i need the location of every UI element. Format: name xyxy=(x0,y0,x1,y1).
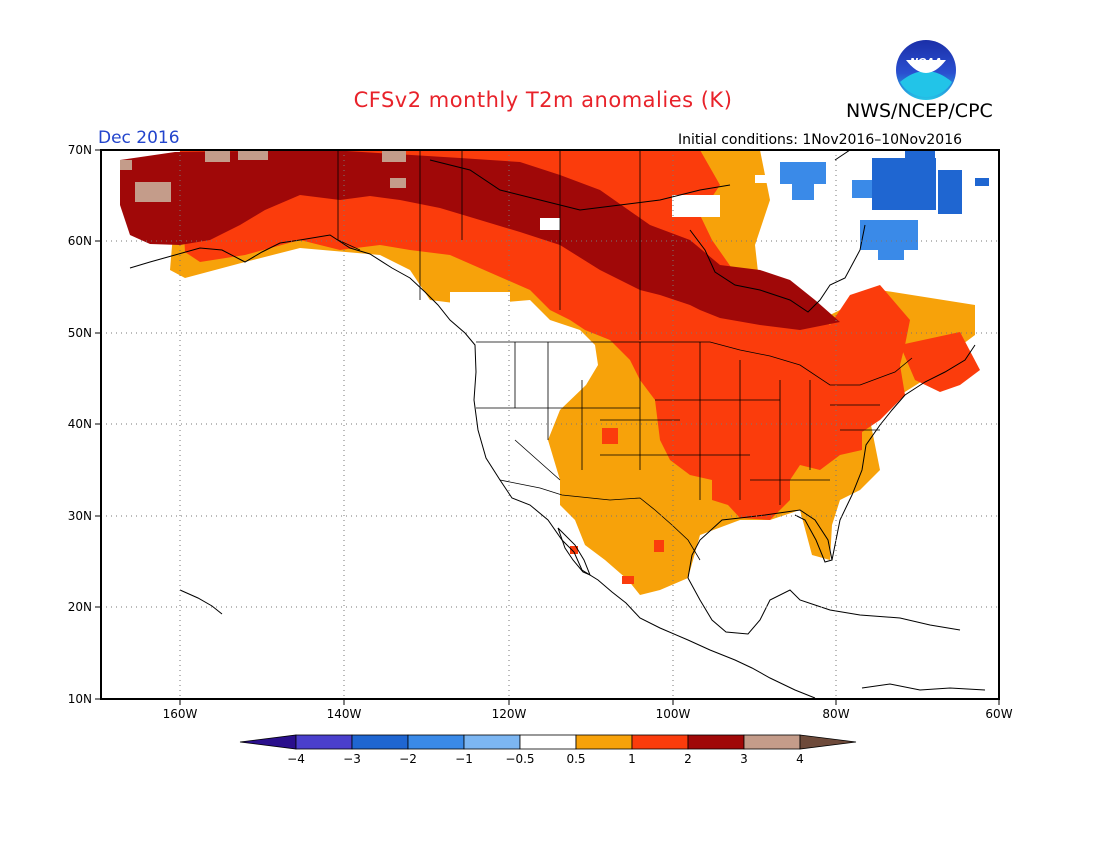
colorbar: −4 −3 −2 −1 −0.5 0.5 1 2 3 4 xyxy=(239,734,857,766)
political-borders xyxy=(337,150,913,561)
colorbar-segment xyxy=(519,734,577,750)
lat-label: 20N xyxy=(68,600,92,614)
lat-label: 40N xyxy=(68,417,92,431)
colorbar-segment xyxy=(295,734,353,750)
colorbar-label: −2 xyxy=(399,752,417,766)
forecast-month: Dec 2016 xyxy=(98,128,180,148)
colorbar-segment xyxy=(239,734,297,750)
colorbar-segment xyxy=(575,734,633,750)
anomaly-cells-warm xyxy=(570,428,664,584)
agency-label: NWS/NCEP/CPC xyxy=(846,100,993,122)
noaa-logo-text: NOAA xyxy=(910,57,942,68)
lat-label: 10N xyxy=(68,692,92,706)
lat-label: 50N xyxy=(68,326,92,340)
axis-ticks xyxy=(95,149,1000,705)
map-title: CFSv2 monthly T2m anomalies (K) xyxy=(353,88,733,112)
colorbar-label: 3 xyxy=(740,752,748,766)
colorbar-label: 2 xyxy=(684,752,692,766)
anomaly-region-brown xyxy=(120,150,406,202)
longitude-labels: 160W 140W 120W 100W 80W 60W xyxy=(163,707,1013,721)
coastlines xyxy=(129,150,986,699)
colorbar-segment xyxy=(407,734,465,750)
colorbar-segment xyxy=(799,734,857,750)
anomaly-region-red-ne xyxy=(900,332,980,392)
colorbar-label: −1 xyxy=(455,752,473,766)
lat-label: 60N xyxy=(68,234,92,248)
latitude-labels: 70N 60N 50N 40N 30N 20N 10N xyxy=(68,143,92,706)
noaa-logo: NOAA xyxy=(896,40,956,100)
colorbar-label: 1 xyxy=(628,752,636,766)
anomaly-region-red xyxy=(180,150,910,520)
colorbar-label: 4 xyxy=(796,752,804,766)
anomaly-region-darkred xyxy=(120,150,840,330)
colorbar-segment xyxy=(351,734,409,750)
lon-label: 160W xyxy=(163,707,198,721)
initial-conditions: Initial conditions: 1Nov2016–10Nov2016 xyxy=(678,132,963,148)
colorbar-label: −4 xyxy=(287,752,305,766)
lon-label: 80W xyxy=(822,707,849,721)
lon-label: 140W xyxy=(327,707,362,721)
lon-label: 120W xyxy=(492,707,527,721)
colorbar-segment xyxy=(687,734,745,750)
anomaly-holes xyxy=(450,175,785,340)
lon-label: 100W xyxy=(656,707,691,721)
colorbar-label: −0.5 xyxy=(505,752,534,766)
anomaly-cells-blue-mid xyxy=(872,150,989,214)
anomaly-fields xyxy=(120,150,989,595)
lat-label: 30N xyxy=(68,509,92,523)
anomaly-cells-blue-light xyxy=(780,162,918,260)
colorbar-label: 0.5 xyxy=(566,752,585,766)
colorbar-segment xyxy=(743,734,801,750)
colorbar-segment xyxy=(631,734,689,750)
lon-label: 60W xyxy=(985,707,1012,721)
colorbar-segment xyxy=(463,734,521,750)
lat-label: 70N xyxy=(68,143,92,157)
colorbar-label: −3 xyxy=(343,752,361,766)
